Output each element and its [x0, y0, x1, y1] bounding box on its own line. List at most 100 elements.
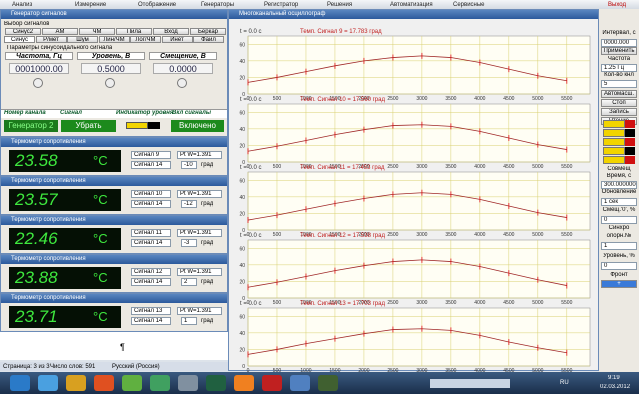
x-tick-label: 4000	[474, 300, 485, 306]
x-tick-label: 5000	[532, 300, 543, 306]
y-tick-label: 60	[239, 178, 245, 184]
x-tick-label: 5500	[561, 300, 572, 306]
control: Фронт	[601, 272, 637, 280]
value-label: Темп. Сигнал 10 = 17.560 град	[300, 97, 385, 103]
y-tick-label: 60	[239, 110, 245, 116]
control[interactable]: 1 сек	[601, 198, 637, 206]
x-tick-label: 4000	[474, 232, 485, 238]
x-tick-label: 5000	[532, 368, 543, 374]
value-label: Темп. Сигнал 11 = 17.453 град	[300, 165, 385, 171]
level-bar	[603, 156, 625, 164]
x-tick-label: 5000	[532, 232, 543, 238]
level-bar-rest	[625, 129, 635, 137]
x-tick-label: 3500	[445, 232, 456, 238]
control[interactable]: 0	[601, 216, 637, 224]
time-label: t = 0.0 c	[240, 29, 262, 35]
time-label: t = 0.0 c	[240, 165, 262, 171]
control: Уровень, %	[601, 253, 637, 261]
control: Смещ.'0', %	[601, 207, 637, 215]
y-tick-label: 40	[239, 331, 245, 337]
control[interactable]: 300.000000	[601, 181, 637, 189]
control[interactable]: 1.25 Гц	[601, 64, 637, 72]
level-bar	[603, 120, 625, 128]
x-tick-label: 1500	[329, 368, 340, 374]
y-tick-label: 20	[239, 279, 245, 285]
y-tick-label: 0	[242, 364, 245, 370]
plot-area	[248, 104, 590, 162]
x-tick-label: 3500	[445, 300, 456, 306]
x-tick-label: 500	[273, 232, 282, 238]
screen: АнализИзмерениеОтображениеГенераторыРеги…	[0, 0, 639, 394]
x-tick-label: 3000	[416, 232, 427, 238]
x-tick-label: 3500	[445, 164, 456, 170]
x-tick-label: 3000	[416, 300, 427, 306]
y-tick-label: 20	[239, 347, 245, 353]
y-tick-label: 60	[239, 42, 245, 48]
control[interactable]: 1	[601, 242, 637, 250]
x-tick-label: 3000	[416, 164, 427, 170]
level-bar-rest	[625, 138, 635, 146]
control[interactable]: Автомасш.	[601, 90, 637, 98]
x-tick-label: 3000	[416, 96, 427, 102]
x-tick-label: 3500	[445, 96, 456, 102]
x-tick-label: 500	[273, 164, 282, 170]
x-tick-label: 3000	[416, 368, 427, 374]
control: Время, с	[601, 173, 637, 181]
value-label: Темп. Сигнал 13 = 17.703 град	[300, 301, 385, 307]
x-tick-label: 4000	[474, 96, 485, 102]
control: Обновление	[601, 189, 637, 197]
control: Синхро	[601, 225, 637, 233]
x-tick-label: 5500	[561, 96, 572, 102]
control[interactable]: 0000.000	[601, 39, 637, 47]
x-tick-label: 4500	[503, 300, 514, 306]
level-bar	[603, 129, 625, 137]
control[interactable]: 5	[601, 80, 637, 88]
y-tick-label: 40	[239, 263, 245, 269]
control[interactable]: +	[601, 280, 637, 288]
x-tick-label: 2500	[387, 368, 398, 374]
control: Частота	[601, 56, 637, 64]
x-tick-label: 4500	[503, 368, 514, 374]
x-tick-label: 0	[247, 368, 250, 374]
plot-area	[248, 36, 590, 94]
x-tick-label: 500	[273, 300, 282, 306]
time-label: t = 0.0 c	[240, 97, 262, 103]
x-tick-label: 500	[273, 368, 282, 374]
control[interactable]: 0	[601, 262, 637, 270]
x-tick-label: 4000	[474, 368, 485, 374]
level-bar-rest	[625, 120, 635, 128]
level-bar-rest	[625, 147, 635, 155]
y-tick-label: 40	[239, 195, 245, 201]
y-tick-label: 20	[239, 143, 245, 149]
x-tick-label: 3500	[445, 368, 456, 374]
control[interactable]: Стоп	[601, 99, 637, 107]
x-tick-label: 5000	[532, 96, 543, 102]
x-tick-label: 4500	[503, 164, 514, 170]
x-tick-label: 5000	[532, 164, 543, 170]
y-tick-label: 60	[239, 246, 245, 252]
plots: t = 0.0 c Темп. Сигнал 9 = 17.783 град 0 20…	[0, 0, 639, 394]
level-bar	[603, 138, 625, 146]
control: Кол-во кнл	[601, 72, 637, 80]
x-tick-label: 4500	[503, 96, 514, 102]
y-tick-label: 20	[239, 211, 245, 217]
y-tick-label: 40	[239, 127, 245, 133]
control[interactable]: Применить	[601, 47, 637, 55]
control: Интервал, с	[601, 30, 637, 38]
time-label: t = 0.0 c	[240, 233, 262, 239]
x-tick-label: 2500	[387, 96, 398, 102]
x-tick-label: 2500	[387, 232, 398, 238]
time-label: t = 0.0 c	[240, 301, 262, 307]
control-panel: Интервал, с0000.000ПрименитьЧастота1.25 …	[599, 9, 639, 372]
x-tick-label: 1000	[300, 368, 311, 374]
value-label: Темп. Сигнал 9 = 17.783 град	[300, 29, 382, 35]
control[interactable]: Запись	[601, 108, 637, 116]
x-tick-label: 4000	[474, 164, 485, 170]
control: опорн.№	[601, 233, 637, 241]
x-tick-label: 2500	[387, 164, 398, 170]
level-bar-rest	[625, 156, 635, 164]
level-bar	[603, 147, 625, 155]
x-tick-label: 4500	[503, 232, 514, 238]
x-tick-label: 2000	[358, 368, 369, 374]
y-tick-label: 40	[239, 59, 245, 65]
